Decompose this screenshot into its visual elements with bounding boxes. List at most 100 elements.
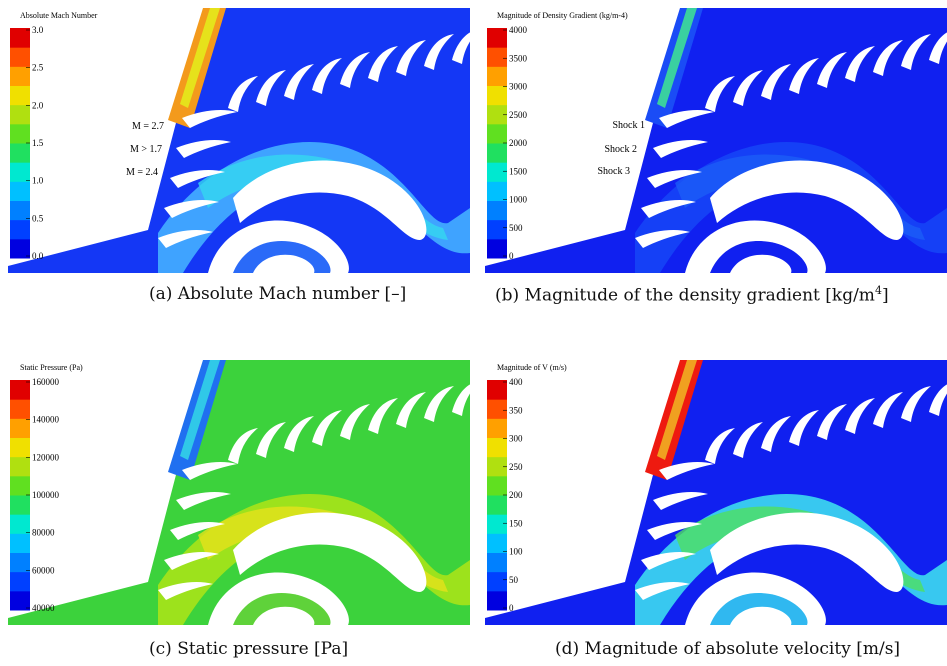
lower-void-inner [253, 254, 315, 273]
caption: (c) Static pressure [Pa] [149, 639, 348, 659]
caption-text: (b) Magnitude of the density gradient [k… [495, 285, 875, 306]
colorbar-tick-label: 1.5 [32, 138, 44, 148]
volute-region [8, 360, 470, 625]
colorbar-tick-label: 1500 [509, 166, 528, 176]
blade [368, 398, 398, 434]
rotor-blade [182, 462, 237, 480]
colorbar-tick-label: 1.0 [32, 176, 44, 186]
blade [396, 40, 426, 76]
rotor-blade [170, 522, 225, 540]
colorbar-band [487, 495, 507, 515]
annotation: Shock 2 [605, 144, 638, 155]
blade [873, 392, 903, 428]
blade [901, 386, 931, 422]
blade [845, 46, 875, 82]
blade [256, 70, 286, 106]
blade [452, 384, 470, 416]
tongue [233, 512, 427, 592]
blade [312, 58, 342, 94]
blade [789, 410, 819, 446]
colorbar-band [10, 418, 30, 438]
contour-plot: Static Pressure (Pa) 40000 60000 80000 10000… [8, 360, 470, 625]
colorbar-tick-label: 100000 [32, 490, 60, 500]
colorbar-tick-label: 160000 [32, 377, 60, 387]
colorbar-tick-label: 1000 [509, 195, 528, 205]
colorbar-band [487, 143, 507, 163]
colorbar-band [10, 533, 30, 553]
colorbar-band [487, 475, 507, 496]
colorbar-title: Absolute Mach Number [20, 11, 98, 20]
colorbar-band [10, 143, 30, 163]
colorbar-band [487, 552, 507, 573]
colorbar-tick-label: 2.0 [32, 100, 44, 110]
annotation: M > 1.7 [130, 144, 162, 155]
colorbar-band [10, 380, 30, 400]
colorbar-tick-label: 3500 [509, 53, 528, 63]
colorbar-title: Static Pressure (Pa) [20, 363, 83, 372]
colorbar-band [487, 162, 507, 182]
colorbar-tick-label: 2000 [509, 138, 528, 148]
colorbar-band [487, 533, 507, 553]
blade [228, 76, 258, 112]
colorbar-tick-label: 80000 [32, 528, 55, 538]
nozzle-core [657, 8, 697, 108]
annotation: M = 2.4 [126, 167, 158, 178]
colorbar-band [10, 104, 30, 125]
colorbar-band [487, 514, 507, 534]
caption: (b) Magnitude of the density gradient [k… [495, 284, 889, 306]
contour-panel: Magnitude of Density Gradient (kg/m-4) 0 5… [485, 8, 947, 273]
colorbar-band [487, 571, 507, 592]
colorbar-band [487, 28, 507, 48]
blade [817, 52, 847, 88]
flow-band-inner [198, 506, 448, 592]
colorbar-band [10, 571, 30, 592]
blade [705, 76, 735, 112]
lower-void-inner [730, 606, 792, 625]
tongue [710, 512, 904, 592]
volute-region [8, 8, 470, 273]
rotor-blade [641, 200, 696, 218]
annotation: Shock 1 [613, 120, 646, 131]
colorbar-band [10, 162, 30, 182]
colorbar-band [487, 66, 507, 86]
colorbar-tick-label: 200 [509, 490, 523, 500]
colorbar-band [10, 399, 30, 419]
contour-plot: Magnitude of Density Gradient (kg/m-4) 0 5… [485, 8, 947, 273]
annotation: Shock 3 [598, 166, 631, 177]
blade [452, 32, 470, 64]
colorbar-band [487, 437, 507, 458]
volute-region [485, 360, 947, 625]
colorbar-tick-label: 4000 [509, 25, 528, 35]
rotor-blade [635, 230, 690, 248]
caption-superscript: 4 [874, 284, 882, 297]
contour-panel: Magnitude of V (m/s) 0 50 100 150 200 250 300 35… [485, 360, 947, 625]
caption-text: (d) Magnitude of absolute velocity [m/s] [555, 639, 901, 659]
tongue [710, 160, 904, 240]
rotor-blade [659, 110, 714, 128]
caption: (a) Absolute Mach number [–] [149, 284, 406, 304]
blade [340, 404, 370, 440]
rotor-blade [182, 110, 237, 128]
blade [761, 416, 791, 452]
lower-void-inner [730, 254, 792, 273]
contour-panel: Absolute Mach Number 0.0 0.5 1.0 1.5 2.0 2.5 3.… [8, 8, 470, 273]
volute-region [485, 8, 947, 273]
tongue [233, 160, 427, 240]
colorbar-band [10, 552, 30, 573]
colorbar-band [487, 219, 507, 240]
blade [424, 34, 454, 70]
colorbar-band [10, 123, 30, 144]
annotation: M = 2.7 [132, 121, 164, 132]
blade [873, 40, 903, 76]
blade [817, 404, 847, 440]
rotor-blade [659, 462, 714, 480]
colorbar-band [487, 590, 507, 611]
rotor-blade [647, 170, 702, 188]
rotor-blade [158, 230, 213, 248]
colorbar-tick-label: 3000 [509, 82, 528, 92]
colorbar-band [10, 47, 30, 67]
contour-plot: Absolute Mach Number 0.0 0.5 1.0 1.5 2.0 2.5 3.… [8, 8, 470, 273]
colorbar-band [10, 219, 30, 240]
colorbar-band [487, 238, 507, 259]
